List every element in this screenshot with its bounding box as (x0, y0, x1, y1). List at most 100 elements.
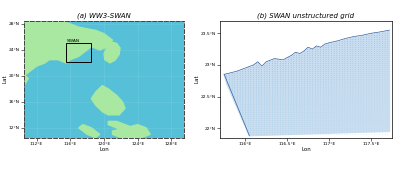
Point (296, 95, 302, 97)
Point (288, 109, 294, 111)
Point (291, 113, 297, 116)
Point (363, 50, 370, 53)
Point (234, 80, 241, 83)
Point (280, 125, 286, 128)
Point (256, 101, 262, 103)
Point (253, 117, 260, 120)
Point (304, 84, 310, 87)
Point (382, 107, 388, 110)
Point (344, 131, 351, 134)
Point (374, 101, 380, 103)
Point (358, 50, 364, 53)
Point (269, 105, 276, 108)
Point (366, 64, 372, 67)
Point (342, 64, 348, 67)
Point (363, 44, 370, 47)
Point (379, 123, 386, 126)
Point (266, 113, 273, 116)
Point (363, 42, 370, 45)
Point (328, 58, 335, 61)
Point (248, 103, 254, 105)
Point (272, 84, 278, 87)
Point (374, 32, 380, 35)
Point (350, 36, 356, 39)
Point (336, 84, 343, 87)
Point (285, 103, 292, 105)
Point (274, 80, 281, 83)
Point (288, 68, 294, 71)
Point (366, 115, 372, 118)
Point (285, 107, 292, 110)
Point (277, 87, 284, 89)
Point (339, 103, 345, 105)
Point (334, 64, 340, 67)
Point (272, 91, 278, 93)
Point (310, 89, 316, 91)
Point (264, 127, 270, 130)
Point (376, 56, 383, 59)
Point (256, 89, 262, 91)
Point (366, 109, 372, 111)
Point (307, 91, 313, 93)
Point (320, 58, 326, 61)
Point (334, 129, 340, 132)
Point (331, 111, 337, 114)
Point (261, 87, 268, 89)
Point (334, 113, 340, 116)
Point (277, 70, 284, 73)
Point (360, 78, 367, 81)
Point (237, 91, 243, 93)
Point (320, 83, 326, 85)
Point (334, 115, 340, 118)
Point (299, 78, 305, 81)
Point (248, 72, 254, 75)
Point (331, 123, 337, 126)
Point (363, 62, 370, 65)
Point (242, 103, 249, 105)
Point (385, 80, 391, 83)
Point (293, 123, 300, 126)
Point (266, 74, 273, 77)
Point (382, 95, 388, 97)
Point (291, 87, 297, 89)
Point (261, 101, 268, 103)
Point (382, 30, 388, 33)
Point (307, 48, 313, 51)
Point (352, 117, 359, 120)
Point (350, 62, 356, 65)
Point (368, 87, 375, 89)
Point (352, 62, 359, 65)
Point (376, 97, 383, 99)
Point (355, 40, 362, 43)
Point (379, 72, 386, 75)
Point (350, 46, 356, 49)
Point (250, 103, 257, 105)
Point (323, 121, 329, 124)
Point (288, 64, 294, 67)
Point (285, 129, 292, 132)
Point (374, 103, 380, 105)
Point (358, 72, 364, 75)
Point (248, 76, 254, 79)
Point (229, 78, 235, 81)
Point (240, 91, 246, 93)
Point (344, 38, 351, 41)
Point (371, 50, 378, 53)
Point (363, 70, 370, 73)
Point (328, 56, 335, 59)
Point (307, 87, 313, 89)
Point (253, 62, 260, 65)
Point (320, 97, 326, 99)
Point (299, 131, 305, 134)
Point (242, 93, 249, 95)
Point (250, 87, 257, 89)
Point (323, 46, 329, 49)
Point (360, 99, 367, 101)
Point (264, 103, 270, 105)
Point (385, 133, 391, 136)
Point (360, 70, 367, 73)
Point (385, 66, 391, 69)
Point (258, 72, 265, 75)
Point (334, 117, 340, 120)
Point (301, 58, 308, 61)
